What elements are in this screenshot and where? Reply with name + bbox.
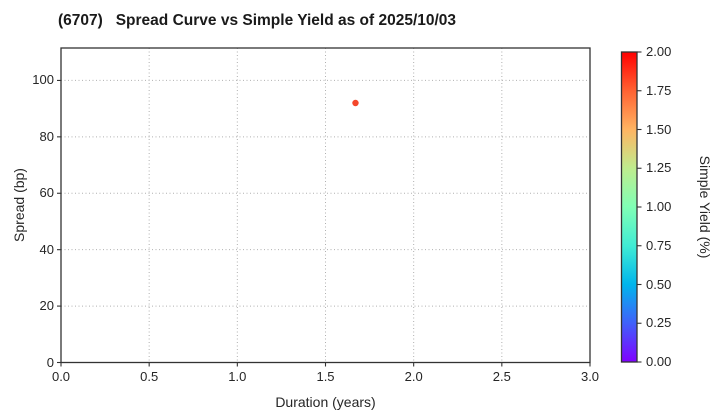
x-tick-label: 2.0 bbox=[404, 369, 423, 384]
colorbar-tick-label: 0.25 bbox=[646, 315, 672, 331]
x-tick-label: 1.5 bbox=[316, 369, 335, 384]
y-tick-label: 80 bbox=[39, 128, 54, 144]
colorbar-tick-label: 1.00 bbox=[646, 198, 672, 214]
scatter-point bbox=[352, 99, 359, 107]
plot-border bbox=[60, 47, 591, 364]
colorbar-label: Simple Yield (%) bbox=[697, 155, 713, 259]
x-tick-label: 2.5 bbox=[492, 369, 511, 384]
colorbar-tick-label: 0.00 bbox=[646, 353, 672, 369]
colorbar-tick-label: 2.00 bbox=[646, 43, 672, 59]
gridlines bbox=[61, 48, 590, 363]
x-axis-label: Duration (years) bbox=[275, 394, 376, 410]
colorbar-tick-label: 0.75 bbox=[646, 237, 672, 253]
y-tick-label: 0 bbox=[46, 354, 54, 370]
colorbar-tick-label: 0.50 bbox=[646, 276, 672, 292]
x-tick-label: 0.0 bbox=[51, 369, 71, 384]
colorbar-tick-marks bbox=[637, 51, 642, 363]
colorbar-tick-label: 1.50 bbox=[646, 121, 672, 137]
colorbar-tick-label: 1.25 bbox=[646, 160, 672, 176]
x-tick-label: 0.5 bbox=[140, 369, 159, 384]
axis-tick-marks bbox=[57, 79, 591, 367]
y-tick-label: 20 bbox=[39, 297, 54, 313]
y-tick-label: 40 bbox=[39, 241, 54, 257]
x-tick-label: 1.0 bbox=[228, 369, 247, 384]
chart-title: (6707) Spread Curve vs Simple Yield as o… bbox=[58, 12, 457, 29]
data-points bbox=[352, 99, 359, 107]
x-tick-label: 3.0 bbox=[580, 369, 600, 384]
y-tick-label: 100 bbox=[32, 72, 54, 88]
y-tick-label: 60 bbox=[39, 185, 54, 201]
y-axis-label: Spread (bp) bbox=[11, 168, 27, 242]
colorbar-tick-label: 1.75 bbox=[646, 82, 672, 98]
colorbar bbox=[620, 51, 638, 363]
